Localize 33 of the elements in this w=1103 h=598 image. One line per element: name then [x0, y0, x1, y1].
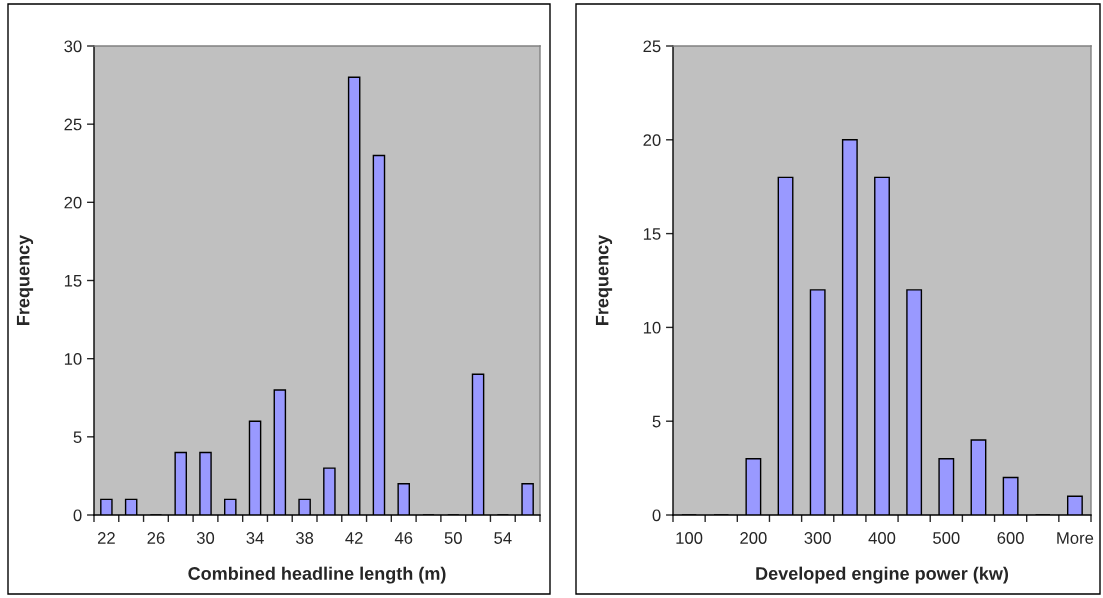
y-axis-title: Frequency: [595, 234, 613, 325]
x-tick-label: 600: [997, 532, 1024, 544]
y-tick-label: 25: [64, 118, 82, 131]
y-tick-label: 0: [73, 509, 82, 522]
x-tick-label: 26: [147, 532, 165, 544]
y-axis-title: Frequency: [16, 234, 34, 325]
x-tick-label: 42: [345, 532, 363, 544]
y-tick-label: 15: [643, 228, 661, 240]
x-tick-label: 34: [246, 532, 264, 544]
y-tick-label: 30: [64, 40, 82, 53]
x-tick-label: 38: [295, 532, 314, 544]
y-tick-label: 0: [652, 509, 661, 522]
y-tick-label: 20: [64, 196, 82, 209]
x-tick-label: 200: [740, 532, 767, 544]
y-tick-label: 5: [73, 431, 82, 444]
y-tick-label: 25: [643, 40, 661, 53]
x-tick-label: 300: [804, 532, 831, 544]
x-tick-label: 30: [196, 532, 215, 544]
y-tick-label: 20: [643, 134, 661, 146]
y-tick-label: 5: [652, 415, 661, 428]
x-tick-label: 400: [868, 532, 896, 544]
x-tick-label: More: [1057, 532, 1094, 544]
x-tick-label: 54: [494, 532, 512, 544]
y-tick-label: 15: [64, 275, 82, 287]
x-tick-label: 22: [97, 532, 115, 544]
x-tick-label: 100: [676, 532, 703, 544]
x-tick-label: 46: [394, 532, 413, 544]
y-tick-label: 10: [643, 321, 661, 334]
y-tick-label: 10: [64, 353, 82, 365]
x-axis-title: Combined headline length (m): [188, 566, 446, 584]
x-axis-title: Developed engine power (kw): [756, 566, 1009, 584]
x-tick-label: 50: [444, 532, 462, 544]
x-tick-label: 500: [933, 532, 960, 544]
